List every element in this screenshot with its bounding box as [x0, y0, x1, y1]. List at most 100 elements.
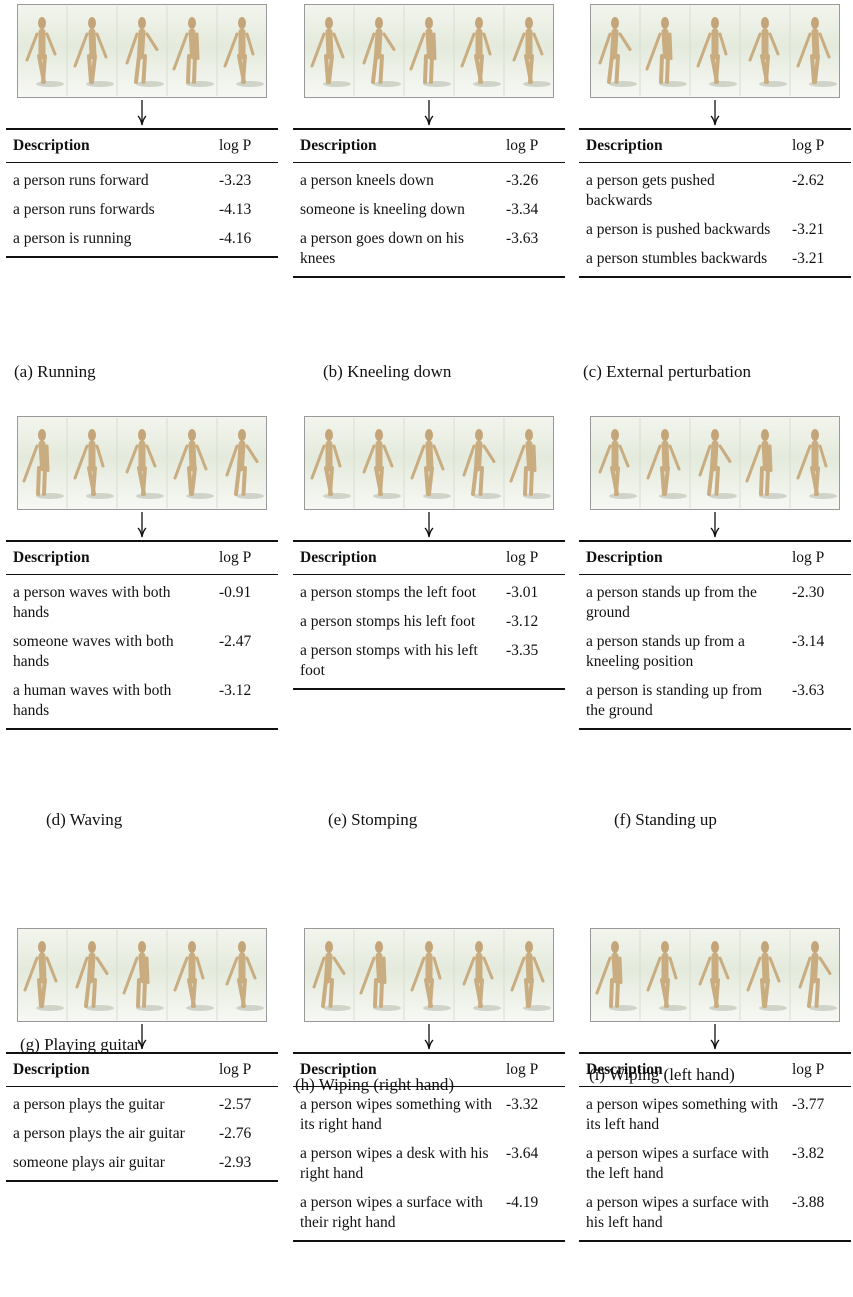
log-probability: -2.30: [785, 575, 851, 628]
description: someone is kneeling down: [293, 195, 499, 224]
log-probability: -3.63: [499, 224, 565, 277]
log-probability: -4.19: [499, 1188, 565, 1241]
description: a person wipes something with its left h…: [579, 1087, 785, 1140]
description: a person wipes a surface with the left h…: [579, 1139, 785, 1188]
header-description: Description: [293, 129, 499, 163]
header-description: Description: [6, 129, 212, 163]
header-score: log P: [499, 541, 565, 575]
motion-image: [590, 4, 840, 98]
motion-image: [304, 928, 554, 1022]
table-row: a person is pushed backwards-3.21: [579, 215, 851, 244]
table-row: a person wipes a surface with his left h…: [579, 1188, 851, 1241]
table-row: a person wipes a surface with their righ…: [293, 1188, 565, 1241]
table-row: a person stands up from the ground-2.30: [579, 575, 851, 628]
header-description: Description: [6, 1053, 212, 1087]
arrow: [709, 98, 721, 128]
table-row: a human waves with both hands-3.12: [6, 676, 278, 729]
header-description: Description: [579, 541, 785, 575]
log-probability: -3.32: [499, 1087, 565, 1140]
caption: (h) Wiping (right hand): [295, 1075, 454, 1095]
description: a person stands up from a kneeling po­si…: [579, 627, 785, 676]
motion-image: [17, 928, 267, 1022]
header-description: Description: [293, 541, 499, 575]
header-score: log P: [785, 1053, 851, 1087]
description: a person plays the air guitar: [6, 1119, 212, 1148]
description: a person wipes a desk with his right han…: [293, 1139, 499, 1188]
log-probability: -3.21: [785, 244, 851, 277]
header-score: log P: [212, 1053, 278, 1087]
header-score: log P: [499, 1053, 565, 1087]
log-probability: -3.82: [785, 1139, 851, 1188]
arrow: [709, 510, 721, 540]
motion-image: [304, 4, 554, 98]
panel: Descriptionlog Pa person waves with both…: [6, 416, 278, 730]
description: a person waves with both hands: [6, 575, 212, 628]
table-row: someone is kneeling down-3.34: [293, 195, 565, 224]
log-probability: -3.14: [785, 627, 851, 676]
table-row: someone waves with both hands-2.47: [6, 627, 278, 676]
log-probability: -4.16: [212, 224, 278, 257]
caption: (c) External perturbation: [583, 362, 751, 382]
header-score: log P: [785, 541, 851, 575]
description: a human waves with both hands: [6, 676, 212, 729]
motion-image: [590, 416, 840, 510]
caption: (d) Waving: [46, 810, 122, 830]
arrow: [709, 1022, 721, 1052]
log-probability: -0.91: [212, 575, 278, 628]
log-probability: -3.21: [785, 215, 851, 244]
table-row: a person wipes a desk with his right han…: [293, 1139, 565, 1188]
header-description: Description: [579, 129, 785, 163]
log-probability: -3.26: [499, 163, 565, 196]
log-probability: -4.13: [212, 195, 278, 224]
caption: (b) Kneeling down: [323, 362, 451, 382]
table-row: a person waves with both hands-0.91: [6, 575, 278, 628]
table-row: a person kneels down-3.26: [293, 163, 565, 196]
table-row: someone plays air guitar-2.93: [6, 1148, 278, 1181]
arrow: [423, 98, 435, 128]
log-probability: -3.77: [785, 1087, 851, 1140]
log-probability: -3.12: [499, 607, 565, 636]
description: a person runs forward: [6, 163, 212, 196]
description: a person goes down on his knees: [293, 224, 499, 277]
caption: (f) Standing up: [614, 810, 717, 830]
table-row: a person wipes a surface with the left h…: [579, 1139, 851, 1188]
table-row: a person stomps the left foot-3.01: [293, 575, 565, 608]
log-probability: -3.23: [212, 163, 278, 196]
description: a person is pushed backwards: [579, 215, 785, 244]
arrow: [423, 510, 435, 540]
description: a person stands up from the ground: [579, 575, 785, 628]
log-probability: -3.88: [785, 1188, 851, 1241]
log-probability: -3.01: [499, 575, 565, 608]
motion-image: [17, 4, 267, 98]
log-probability: -2.47: [212, 627, 278, 676]
log-probability: -2.57: [212, 1087, 278, 1120]
table-row: a person stomps his left foot-3.12: [293, 607, 565, 636]
panel: Descriptionlog Pa person stands up from …: [579, 416, 851, 730]
description: a person stomps his left foot: [293, 607, 499, 636]
table-row: a person runs forward-3.23: [6, 163, 278, 196]
page: Descriptionlog Pa person runs forward-3.…: [0, 0, 853, 1297]
description: a person runs forwards: [6, 195, 212, 224]
log-probability: -3.64: [499, 1139, 565, 1188]
table-row: a person gets pushed backwards-2.62: [579, 163, 851, 216]
table-row: a person plays the air guitar-2.76: [6, 1119, 278, 1148]
header-score: log P: [212, 129, 278, 163]
panel: Descriptionlog Pa person kneels down-3.2…: [293, 4, 565, 278]
description: a person is running: [6, 224, 212, 257]
description: someone plays air guitar: [6, 1148, 212, 1181]
log-probability: -3.35: [499, 636, 565, 689]
table-row: a person stands up from a kneeling po­si…: [579, 627, 851, 676]
description: a person kneels down: [293, 163, 499, 196]
arrow: [423, 1022, 435, 1052]
